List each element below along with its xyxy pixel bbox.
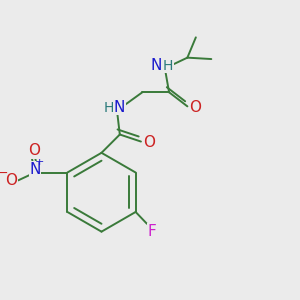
Text: O: O bbox=[143, 136, 155, 151]
Text: N: N bbox=[151, 58, 162, 73]
Text: N: N bbox=[29, 162, 41, 177]
Text: H: H bbox=[163, 58, 173, 73]
Text: H: H bbox=[104, 101, 114, 115]
Text: N: N bbox=[114, 100, 125, 115]
Text: −: − bbox=[0, 167, 9, 180]
Text: +: + bbox=[34, 157, 44, 167]
Text: O: O bbox=[5, 173, 17, 188]
Text: O: O bbox=[189, 100, 201, 115]
Text: F: F bbox=[147, 224, 156, 239]
Text: O: O bbox=[28, 143, 40, 158]
